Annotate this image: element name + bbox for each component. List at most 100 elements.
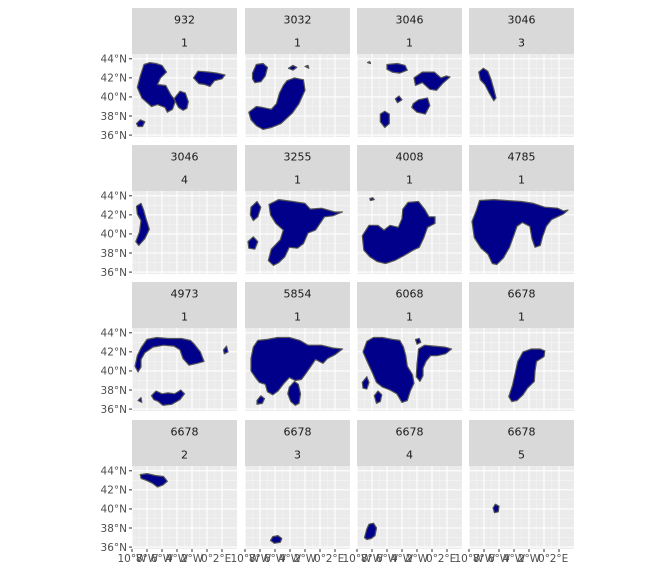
region-shape xyxy=(411,97,431,115)
region-shape xyxy=(414,337,422,345)
region-shape xyxy=(361,200,436,265)
y-tick-label: 36°N xyxy=(101,404,127,416)
region-shape xyxy=(192,70,226,88)
facet-strip-bottom xyxy=(469,31,574,54)
facet-strip-bottom xyxy=(357,443,462,466)
region-shape xyxy=(287,380,302,406)
x-tick-label: 8°W xyxy=(249,553,272,565)
facet-panel: 5854 1 xyxy=(244,282,350,411)
facet-id-label: 6678 xyxy=(508,288,536,301)
facet-strip-bottom xyxy=(132,168,237,191)
facet-sub-label: 3 xyxy=(294,449,301,462)
y-tick-label: 36°N xyxy=(101,542,127,554)
region-shape xyxy=(269,534,283,544)
facet-sub-label: 3 xyxy=(518,37,525,50)
y-tick-label: 44°N xyxy=(101,328,127,340)
facet-strip-top xyxy=(357,8,462,31)
facet-sub-label: 2 xyxy=(181,449,188,462)
region-shape xyxy=(379,110,390,129)
region-shape xyxy=(492,503,500,514)
y-tick-label: 40°N xyxy=(101,92,127,104)
y-tick-label: 40°N xyxy=(101,366,127,378)
facet-panel: 6678 1 xyxy=(468,282,574,411)
facet-strip-bottom xyxy=(132,31,237,54)
facet-id-label: 6678 xyxy=(396,426,424,439)
y-tick-label: 36°N xyxy=(101,130,127,142)
region-shape xyxy=(386,62,408,74)
x-tick-label: 0° xyxy=(538,553,550,565)
facet-strip-top xyxy=(469,145,574,168)
facet-strip-bottom xyxy=(469,168,574,191)
facet-strip-bottom xyxy=(469,443,574,466)
x-tick-label: 0° xyxy=(426,553,438,565)
y-tick-label: 38°N xyxy=(101,523,127,535)
region-shape xyxy=(135,202,150,246)
facet-id-label: 3046 xyxy=(396,14,424,27)
facet-sub-label: 1 xyxy=(294,311,301,324)
x-tick-label: 10°W xyxy=(231,553,261,565)
region-shape xyxy=(139,473,168,488)
x-tick-label: 6°W xyxy=(376,553,399,565)
x-tick-label: 0° xyxy=(314,553,326,565)
facet-sub-label: 1 xyxy=(406,37,413,50)
x-tick-label: 2°E xyxy=(438,553,457,565)
x-tick-label: 2°E xyxy=(326,553,345,565)
y-tick-label: 42°N xyxy=(101,73,127,85)
facet-sub-label: 5 xyxy=(518,449,525,462)
facet-id-label: 3046 xyxy=(171,151,199,164)
facet-id-label: 6678 xyxy=(284,426,312,439)
y-tick-label: 44°N xyxy=(101,54,127,66)
region-shape xyxy=(287,64,298,71)
facet-strip-top xyxy=(469,282,574,305)
facet-sub-label: 4 xyxy=(406,449,413,462)
facet-id-label: 6678 xyxy=(171,426,199,439)
x-tick-label: 4°W xyxy=(279,553,302,565)
facet-strip-top xyxy=(132,282,237,305)
y-tick-label: 42°N xyxy=(101,210,127,222)
region-shape xyxy=(366,60,372,65)
y-tick-label: 44°N xyxy=(101,191,127,203)
facet-strip-bottom xyxy=(245,443,350,466)
facet-strip-top xyxy=(357,420,462,443)
facet-strip-bottom xyxy=(245,305,350,328)
facet-id-label: 932 xyxy=(174,14,195,27)
x-tick-label: 8°W xyxy=(473,553,496,565)
region-shape xyxy=(137,397,143,403)
x-tick-label: 2°W xyxy=(181,553,204,565)
facet-panel: 6678 5 10°W8°W6°W4°W2°W0° 2°E xyxy=(455,420,574,565)
facet-strip-top xyxy=(245,420,350,443)
facet-strip-bottom xyxy=(245,168,350,191)
region-shape xyxy=(150,389,186,406)
facet-strip-bottom xyxy=(132,305,237,328)
facet-id-label: 6068 xyxy=(396,288,424,301)
facet-panel: 3046 1 xyxy=(356,8,462,137)
facet-strip-top xyxy=(469,8,574,31)
x-tick-label: 4°W xyxy=(503,553,526,565)
facet-panel: 4785 1 xyxy=(468,145,574,274)
facet-sub-label: 1 xyxy=(181,311,188,324)
region-shape xyxy=(251,62,269,84)
facet-id-label: 3255 xyxy=(284,151,312,164)
facet-panel: 6678 3 10°W8°W6°W4°W2°W0° 2°E xyxy=(231,420,350,565)
y-tick-label: 42°N xyxy=(101,485,127,497)
region-shape xyxy=(508,348,546,403)
region-shape xyxy=(478,67,497,102)
x-tick-label: 2°W xyxy=(294,553,317,565)
region-shape xyxy=(135,119,146,128)
region-shape xyxy=(222,345,229,355)
facet-strip-bottom xyxy=(469,305,574,328)
region-shape xyxy=(361,376,370,390)
x-tick-label: 4°W xyxy=(391,553,414,565)
facet-panel: 3255 1 xyxy=(244,145,350,274)
y-tick-label: 38°N xyxy=(101,111,127,123)
facet-panel: 3046 4 36°N 38°N 40°N 42°N 44°N xyxy=(101,145,237,279)
x-tick-label: 0° xyxy=(201,553,213,565)
facet-strip-top xyxy=(245,8,350,31)
region-shape xyxy=(304,64,310,69)
facet-sub-label: 1 xyxy=(181,37,188,50)
facet-strip-bottom xyxy=(245,31,350,54)
facet-panel: 3046 3 xyxy=(468,8,574,137)
facet-panel: 6068 1 xyxy=(356,282,462,411)
region-shape xyxy=(471,199,569,266)
facet-strip-top xyxy=(132,8,237,31)
